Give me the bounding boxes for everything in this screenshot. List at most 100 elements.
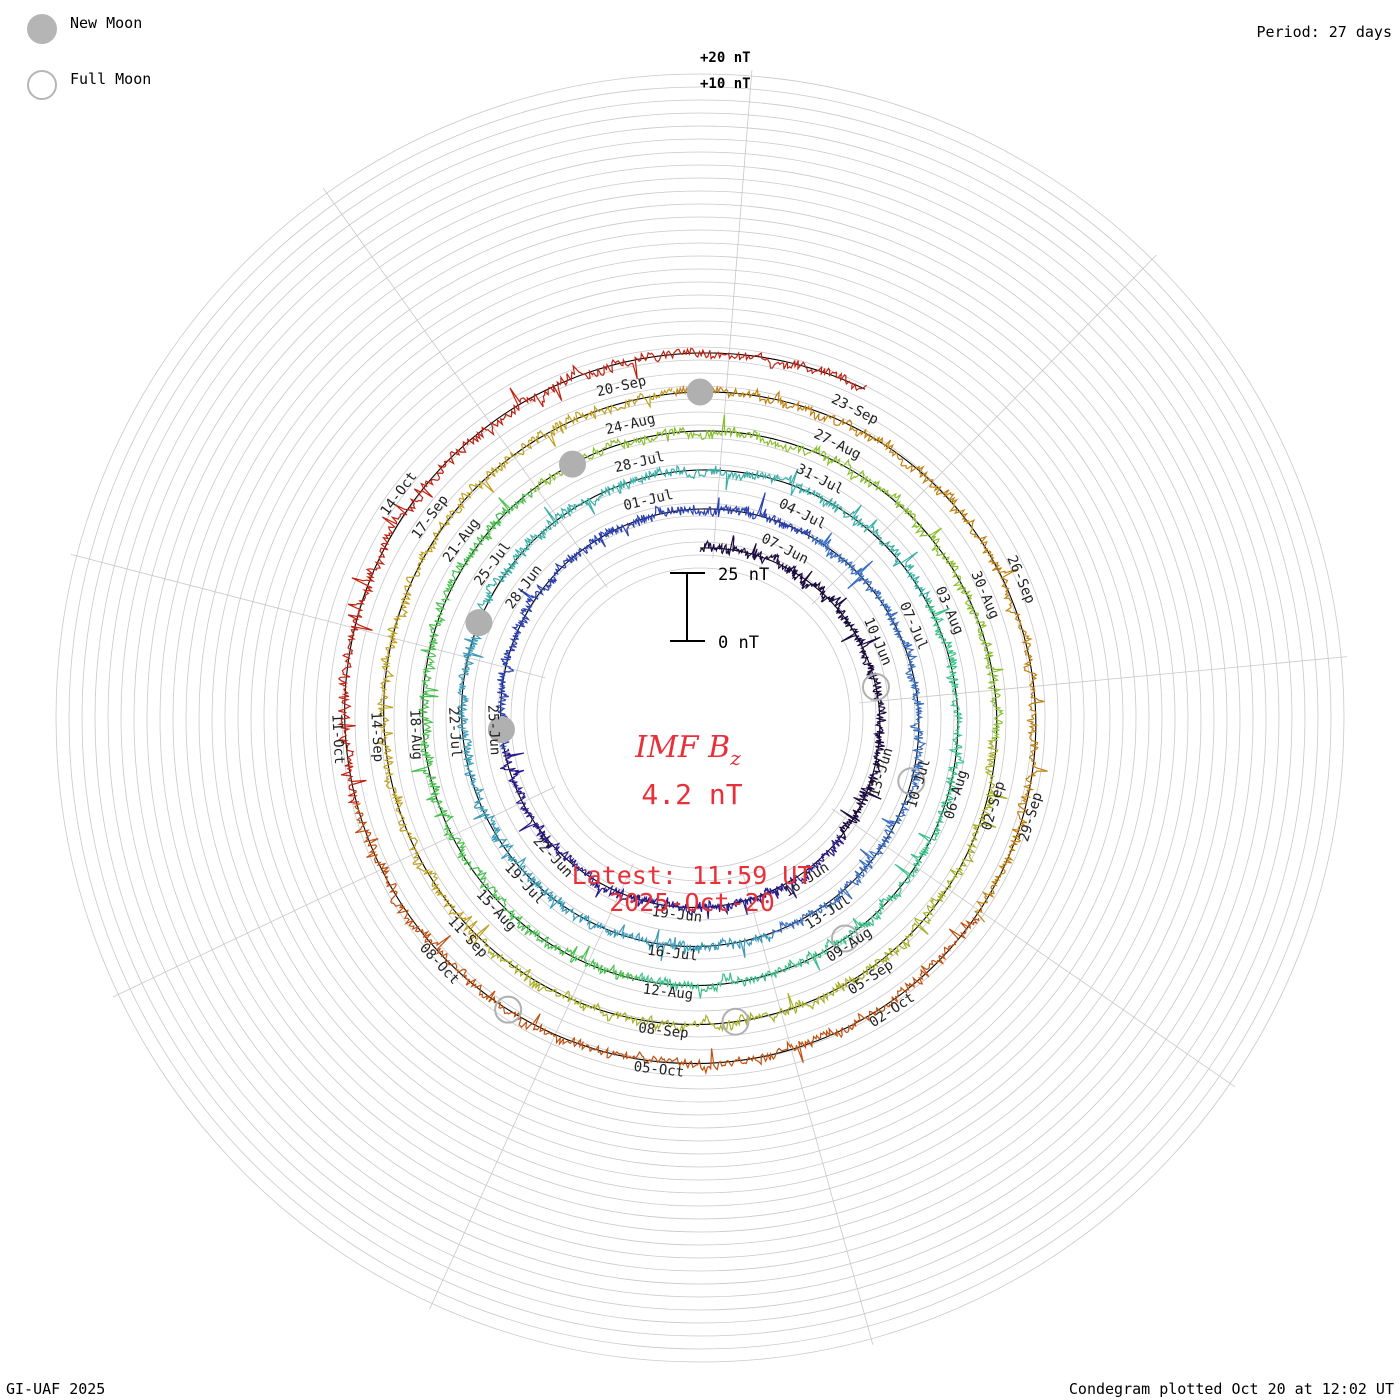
grid-spoke	[712, 70, 753, 559]
grid-ring	[341, 359, 1059, 1077]
date-label: 14-Oct	[378, 469, 421, 519]
grid-ring	[107, 125, 1293, 1311]
new-moon-icon	[27, 14, 57, 44]
date-label: 02-Sep	[979, 779, 1009, 832]
spokes	[70, 70, 1348, 1345]
grid-ring	[406, 424, 994, 1012]
grid-spoke	[859, 656, 1348, 704]
new-moon-label: New Moon	[70, 14, 143, 32]
date-label: 27-Aug	[811, 426, 863, 463]
full-moon-marker	[721, 1007, 750, 1036]
new-moon-marker	[558, 450, 586, 478]
grid-ring	[523, 541, 877, 895]
date-label: 06-Aug	[941, 768, 971, 821]
date-label: 16-Jul	[646, 943, 698, 965]
grid-ring	[445, 463, 955, 973]
date-label: 10-Jul	[904, 757, 934, 810]
bz-trace-segment	[699, 535, 888, 841]
date-label: 05-Oct	[633, 1059, 685, 1081]
date-label: 19-Jun	[651, 904, 703, 926]
title-subscript: z	[729, 746, 741, 770]
date-labels: 07-Jun10-Jun13-Jun16-Jun19-Jun22-Jun25-J…	[328, 373, 1046, 1081]
new-moon-marker	[487, 716, 515, 744]
grid-ring	[302, 320, 1098, 1116]
bz-trace-segment	[337, 347, 867, 804]
full-moon-label: Full Moon	[70, 70, 152, 88]
grid-ring	[94, 112, 1306, 1324]
bz-traces	[337, 347, 1048, 1076]
grid-spoke	[831, 808, 1236, 1088]
date-label: 14-Sep	[367, 711, 386, 762]
date-label: 28-Jul	[613, 449, 666, 476]
grid-ring	[146, 164, 1254, 1272]
date-label: 13-Jul	[802, 892, 853, 933]
date-label: 12-Aug	[642, 981, 694, 1003]
bz-trace-segment	[499, 748, 845, 919]
grid-ring	[549, 567, 851, 869]
grid-ring	[315, 333, 1085, 1103]
grid-ring	[172, 190, 1228, 1246]
bz-trace-segment	[376, 387, 673, 944]
date-label: 13-Jun	[867, 746, 897, 799]
grid-spoke	[429, 863, 634, 1310]
grid-ring	[224, 242, 1176, 1194]
grid-ring	[198, 216, 1202, 1220]
full-moon-marker	[831, 924, 860, 953]
grid-ring	[536, 554, 864, 882]
grid-ring	[289, 307, 1111, 1129]
date-label: 07-Jun	[759, 531, 811, 568]
grid-ring	[367, 385, 1033, 1051]
bz-trace-segment	[353, 803, 980, 1076]
new-moon-marker	[465, 609, 493, 637]
full-moon-icon	[27, 70, 57, 100]
moon-markers	[465, 378, 926, 1036]
date-label: 29-Sep	[1016, 791, 1046, 844]
grid-ring	[458, 476, 942, 960]
full-moon-marker	[494, 995, 523, 1024]
scale-bar: 25 nT 0 nT	[670, 565, 769, 653]
bz-trace-segment	[672, 384, 1048, 923]
date-label: 23-Sep	[829, 391, 881, 428]
grid-spoke	[812, 254, 1157, 605]
grid-spoke	[742, 872, 874, 1345]
date-label: 02-Oct	[867, 990, 918, 1031]
grid-ring	[328, 346, 1072, 1090]
date-label: 25-Jun	[484, 704, 503, 755]
scale-label-10nt: +10 nT	[700, 76, 751, 92]
plotted-label: Condegram plotted Oct 20 at 12:02 UT	[1068, 1380, 1394, 1398]
grid-ring	[81, 99, 1319, 1337]
grid-ring	[250, 268, 1150, 1168]
date-label: 31-Jul	[794, 461, 846, 498]
date-label: 07-Jul	[896, 600, 931, 653]
grid-ring	[120, 138, 1280, 1298]
full-moon-marker	[861, 672, 890, 701]
grid-spoke	[322, 188, 608, 588]
date-label: 01-Jul	[622, 487, 675, 514]
grid-ring	[263, 281, 1137, 1155]
date-label: 11-Oct	[328, 713, 347, 764]
grid-ring	[276, 294, 1124, 1142]
bz-trace-segment	[495, 492, 812, 750]
bz-trace-segment	[456, 625, 773, 962]
bz-trace-segment	[637, 599, 965, 999]
scale-bar-bottom-label: 0 nT	[718, 633, 759, 653]
grid-ring	[68, 86, 1332, 1350]
bz-trace-segment	[480, 739, 1008, 1034]
grid-spoke	[112, 786, 556, 998]
title-main: IMF B	[634, 730, 730, 765]
bz-trace-segment	[411, 488, 640, 982]
date-label: 22-Jul	[445, 707, 464, 758]
latest-date: 2025-Oct-20	[609, 888, 775, 917]
scale-label-20nt: +20 nT	[700, 50, 751, 66]
date-label: 24-Aug	[604, 411, 657, 438]
grid-ring	[55, 73, 1345, 1363]
grid-rings	[55, 73, 1345, 1363]
bz-trace-segment	[771, 532, 927, 939]
scale-bar-top-label: 25 nT	[718, 565, 769, 585]
svg-text:IMF Bz: IMF Bz	[634, 730, 741, 770]
period-label: Period: 27 days	[1256, 23, 1392, 41]
latest-value: 4.2 nT	[641, 778, 742, 811]
grid-ring	[185, 203, 1215, 1233]
grid-ring	[484, 502, 916, 934]
